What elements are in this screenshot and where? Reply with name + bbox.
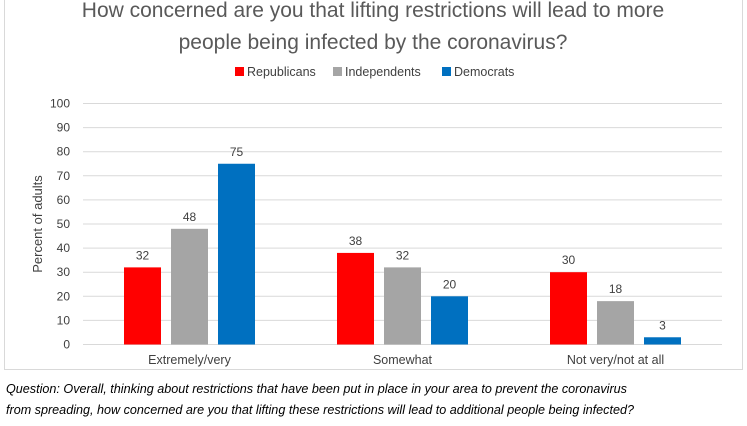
bar-republicans-2 <box>337 252 374 345</box>
bar-republicans-1 <box>124 267 161 345</box>
y-tick-label-0: 0 <box>63 338 70 352</box>
bar-independents-3 <box>597 301 634 345</box>
data-label-democrats-3: 3 <box>659 318 666 332</box>
data-label-independents-2: 32 <box>396 248 410 262</box>
chart-title-line-2: people being infected by the coronavirus… <box>179 31 568 54</box>
bar-republicans-3 <box>550 272 587 345</box>
legend-swatch-independents <box>333 67 342 76</box>
data-label-independents-1: 48 <box>183 210 197 224</box>
caption-line-1: Question: Overall, thinking about restri… <box>6 382 627 396</box>
chart-title-line-1: How concerned are you that lifting restr… <box>82 0 664 22</box>
data-label-independents-3: 18 <box>609 282 623 296</box>
y-tick-label-10: 10 <box>57 313 71 327</box>
data-label-republicans-3: 30 <box>562 253 576 267</box>
y-tick-label-40: 40 <box>57 241 71 255</box>
bar-independents-1 <box>171 228 208 345</box>
y-tick-label-100: 100 <box>50 97 70 111</box>
data-label-democrats-1: 75 <box>230 145 244 159</box>
bar-democrats-1 <box>218 163 255 345</box>
y-tick-label-60: 60 <box>57 193 71 207</box>
y-tick-label-70: 70 <box>57 169 71 183</box>
bar-independents-2 <box>384 267 421 345</box>
bar-chart: How concerned are you that lifting restr… <box>30 0 722 367</box>
bar-democrats-2 <box>431 296 468 345</box>
x-category-label-3: Not very/not at all <box>567 353 664 367</box>
caption-line-2: from spreading, how concerned are you th… <box>6 403 634 417</box>
data-label-republicans-2: 38 <box>349 234 363 248</box>
x-category-label-2: Somewhat <box>373 353 433 367</box>
legend-label-independents: Independents <box>345 65 421 79</box>
bar-democrats-3 <box>644 337 681 345</box>
y-tick-label-90: 90 <box>57 121 71 135</box>
legend-label-republicans: Republicans <box>247 65 316 79</box>
y-tick-label-30: 30 <box>57 265 71 279</box>
legend-swatch-republicans <box>235 67 244 76</box>
y-tick-label-50: 50 <box>57 217 71 231</box>
legend-swatch-democrats <box>442 67 451 76</box>
y-axis-title: Percent of adults <box>30 175 45 273</box>
y-tick-label-20: 20 <box>57 289 71 303</box>
x-category-label-1: Extremely/very <box>148 353 231 367</box>
data-label-democrats-2: 20 <box>443 277 457 291</box>
y-tick-label-80: 80 <box>57 145 71 159</box>
data-label-republicans-1: 32 <box>136 248 150 262</box>
legend-label-democrats: Democrats <box>454 65 514 79</box>
question-caption: Question: Overall, thinking about restri… <box>6 379 746 421</box>
